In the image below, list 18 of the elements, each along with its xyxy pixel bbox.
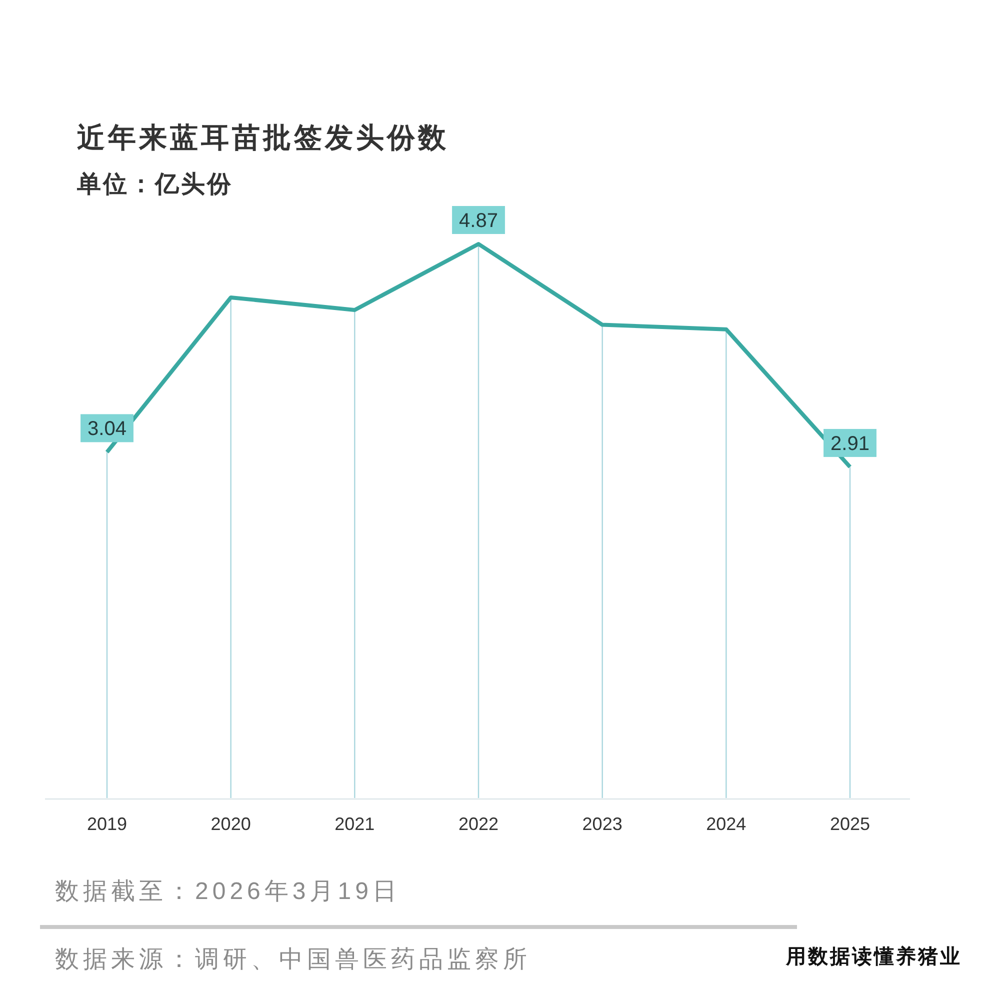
chart-title: 近年来蓝耳苗批签发头份数 (77, 122, 449, 153)
x-tick-label: 2025 (830, 814, 870, 834)
slogan: 用数据读懂养猪业 (786, 946, 962, 968)
data-label: 3.04 (88, 418, 126, 440)
x-tick-label: 2021 (334, 814, 375, 834)
source-note: 数据来源：调研、中国兽医药品监察所 (55, 946, 531, 973)
chart-subtitle: 单位：亿头份 (77, 171, 233, 198)
x-tick-label: 2020 (210, 814, 251, 834)
data-label: 4.87 (452, 206, 505, 234)
x-tick-label: 2019 (86, 814, 128, 834)
data-label: 2.91 (830, 432, 870, 455)
x-tick-label: 2022 (458, 814, 499, 834)
data-label: 4.87 (459, 210, 498, 232)
data-label: 3.04 (80, 414, 134, 442)
date-note: 数据截至：2026年3月19日 (55, 878, 400, 905)
x-tick-label: 2024 (706, 814, 746, 834)
data-label: 2.91 (824, 428, 876, 457)
x-tick-label: 2023 (582, 814, 622, 834)
